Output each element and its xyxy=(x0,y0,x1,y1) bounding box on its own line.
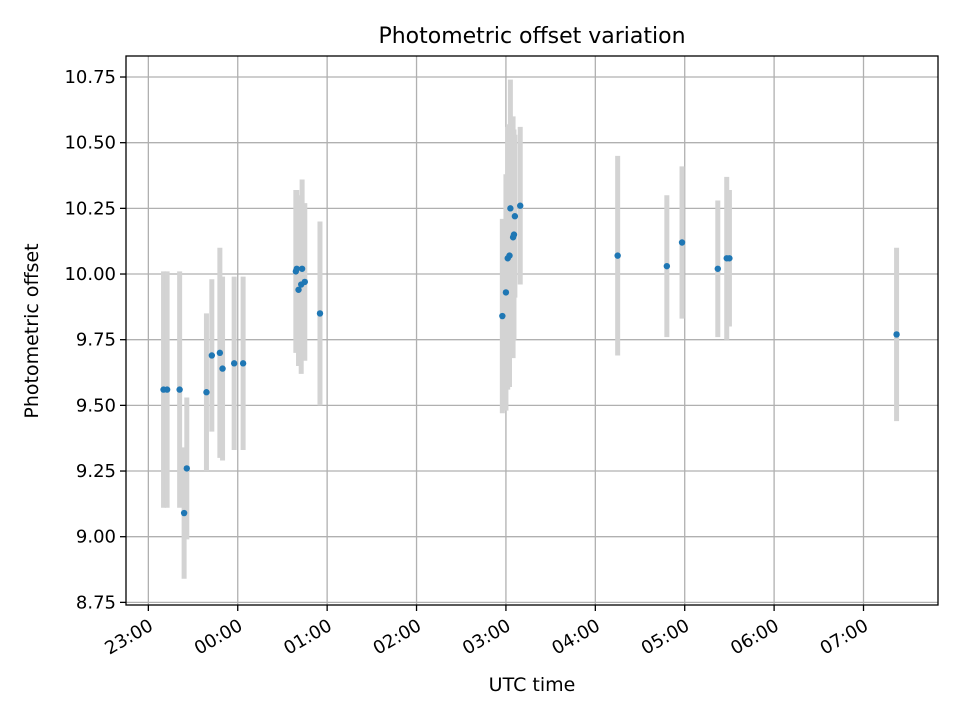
data-point xyxy=(511,213,519,220)
data-point xyxy=(301,278,308,286)
data-point xyxy=(176,386,183,393)
data-point xyxy=(663,262,671,270)
data-point xyxy=(295,286,302,293)
data-point xyxy=(180,509,188,517)
data-point xyxy=(506,252,513,259)
grid-layer xyxy=(126,56,938,605)
y-tick-label: 9.00 xyxy=(76,527,116,548)
plot-frame xyxy=(125,55,939,606)
y-tick-label: 9.75 xyxy=(76,330,116,351)
data-point xyxy=(219,365,226,372)
y-axis-label: Photometric offset xyxy=(21,243,43,418)
data-point xyxy=(517,202,524,209)
y-tick-label: 9.25 xyxy=(76,461,116,482)
data-point xyxy=(239,360,247,367)
data-point xyxy=(726,255,733,262)
point-layer xyxy=(160,202,900,517)
data-point xyxy=(316,310,324,317)
x-axis-label: UTC time xyxy=(489,674,576,696)
data-point xyxy=(678,239,686,246)
data-point xyxy=(208,352,216,359)
data-point xyxy=(183,465,190,472)
data-point xyxy=(293,265,300,272)
data-point xyxy=(507,205,514,212)
data-point xyxy=(499,312,506,320)
data-point xyxy=(502,289,510,296)
y-tick-label: 10.75 xyxy=(64,67,116,88)
y-tick-label: 9.50 xyxy=(76,395,116,416)
data-point xyxy=(714,265,721,272)
data-point xyxy=(216,349,224,357)
y-tick-label: 10.25 xyxy=(64,198,116,219)
y-tick-label: 10.50 xyxy=(64,133,116,154)
data-point xyxy=(163,386,171,393)
data-point xyxy=(298,265,306,272)
data-point xyxy=(893,331,900,338)
data-point xyxy=(614,252,621,259)
chart-title: Photometric offset variation xyxy=(378,24,685,49)
data-point xyxy=(510,231,518,238)
y-tick-label: 10.00 xyxy=(64,264,116,285)
y-tick-label: 8.75 xyxy=(76,592,116,613)
data-point xyxy=(230,360,238,367)
data-point xyxy=(203,389,210,396)
